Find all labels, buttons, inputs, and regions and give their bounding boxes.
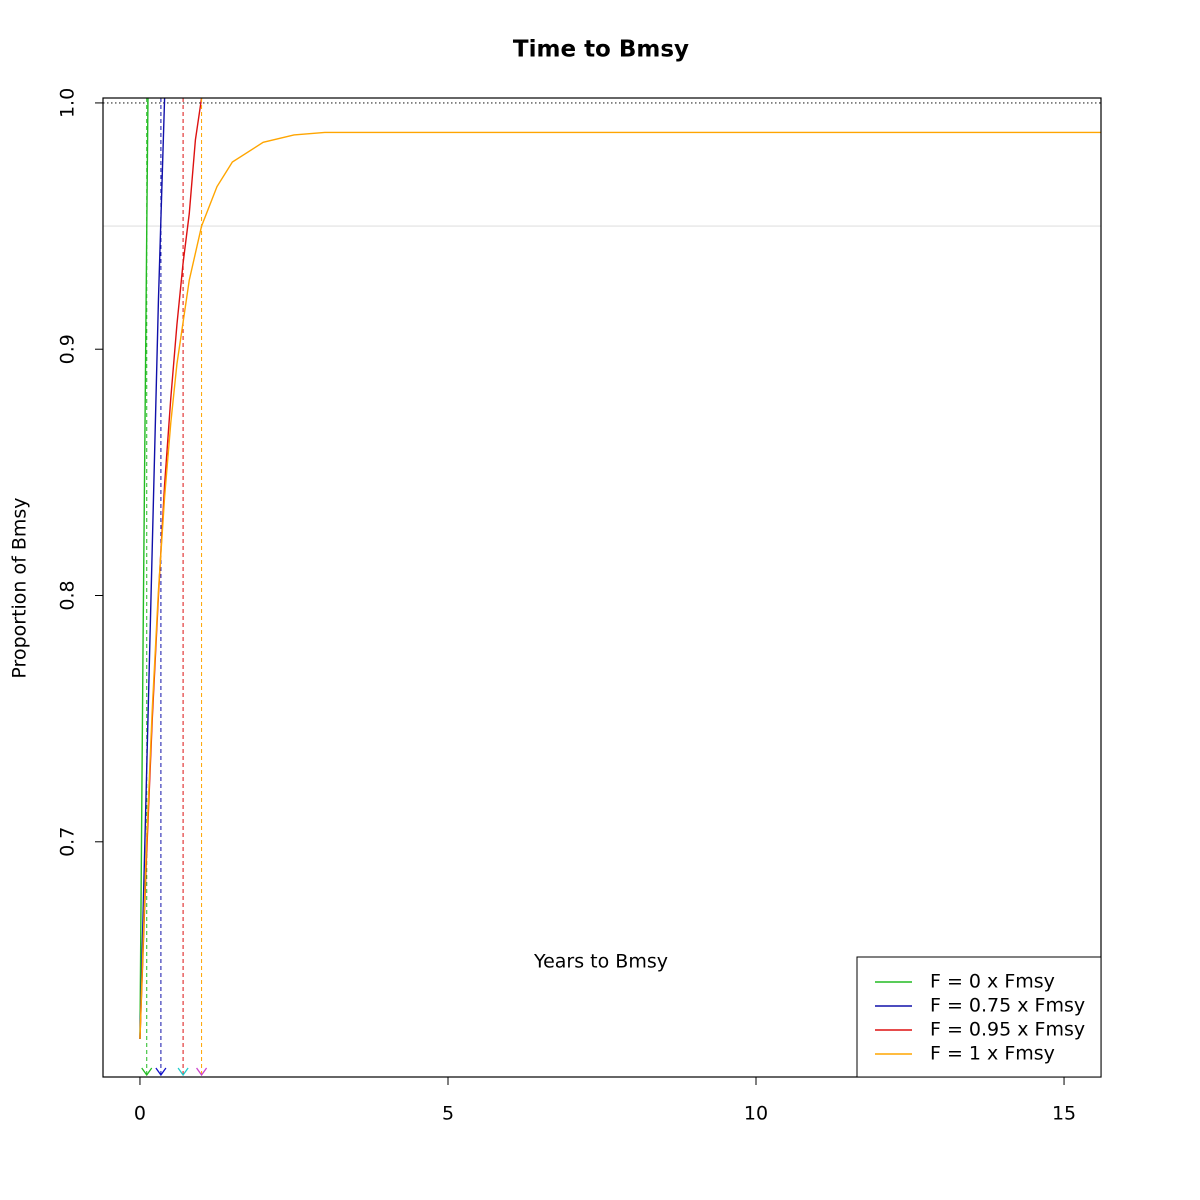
chart-title: Time to Bmsy bbox=[513, 37, 689, 63]
y-tick-label: 1.0 bbox=[57, 88, 79, 118]
legend-label: F = 0.75 x Fmsy bbox=[930, 995, 1085, 1017]
x-tick-label: 15 bbox=[1052, 1103, 1076, 1125]
legend-label: F = 1 x Fmsy bbox=[930, 1043, 1055, 1065]
time-marker-arrow bbox=[155, 1067, 167, 1077]
y-tick-label: 0.7 bbox=[57, 827, 79, 857]
x-tick-label: 0 bbox=[134, 1103, 146, 1125]
y-axis-label: Proportion of Bmsy bbox=[9, 497, 31, 678]
x-axis-label: Years to Bmsy bbox=[533, 951, 668, 973]
legend-label: F = 0 x Fmsy bbox=[930, 971, 1055, 993]
x-tick-label: 5 bbox=[442, 1103, 454, 1125]
time-marker-arrow bbox=[196, 1067, 208, 1077]
plot-area bbox=[103, 98, 1101, 1077]
series-line bbox=[139, 98, 166, 1039]
series-line bbox=[139, 98, 149, 1039]
x-tick-label: 10 bbox=[744, 1103, 768, 1125]
legend-label: F = 0.95 x Fmsy bbox=[930, 1019, 1085, 1041]
y-tick-label: 0.8 bbox=[57, 580, 79, 610]
y-tick-label: 0.9 bbox=[57, 334, 79, 364]
time-marker-arrow bbox=[141, 1067, 153, 1077]
legend-box bbox=[856, 956, 1102, 1078]
plot-frame bbox=[102, 97, 1102, 1078]
series-line bbox=[139, 131, 1101, 1039]
time-marker-arrow bbox=[177, 1067, 189, 1077]
